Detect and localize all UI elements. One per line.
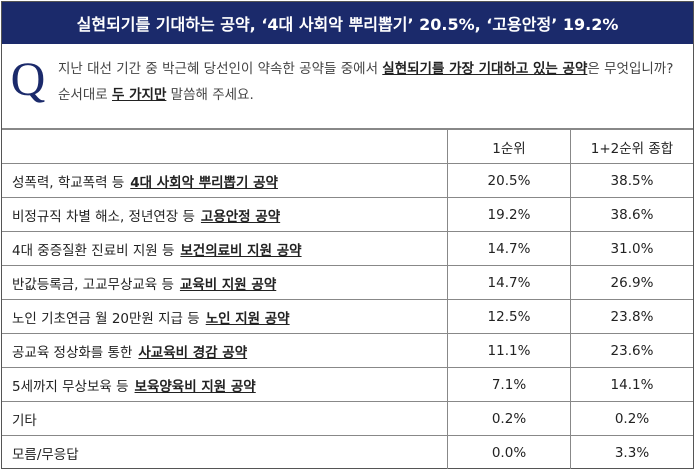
row-label-cell: 5세까지 무상보육 등 보육양육비 지원 공약 <box>2 367 448 402</box>
table-row: 모름/무응답 0.0% 3.3% <box>2 435 693 469</box>
question-segment: 말씀해 주세요. <box>166 87 254 103</box>
row-key: 노인 지원 공약 <box>205 310 290 327</box>
header-row: 1순위 1+2순위 종합 <box>2 129 693 164</box>
value-cell: 31.0% <box>570 231 693 266</box>
row-label-cell: 노인 기초연금 월 20만원 지급 등 노인 지원 공약 <box>2 299 448 334</box>
q-mark: Q <box>10 53 46 106</box>
row-label-cell: 4대 중증질환 진료비 지원 등 보건의료비 지원 공약 <box>2 231 448 266</box>
row-key: 고용안정 공약 <box>200 208 281 225</box>
row-label-cell: 성폭력, 학교폭력 등 4대 사회악 뿌리뽑기 공약 <box>2 163 448 198</box>
question-segment: 지난 대선 기간 중 박근혜 당선인이 약속한 공약들 중에서 <box>58 61 383 77</box>
question-segment: 은 무엇입니까? 순서대로 <box>58 61 674 103</box>
row-label: 반값등록금, 고교무상교육 등 <box>12 276 174 293</box>
value-cell: 38.6% <box>570 197 693 232</box>
value-cell: 7.1% <box>447 367 571 402</box>
value-cell: 11.1% <box>447 333 571 368</box>
row-key: 사교육비 경감 공약 <box>138 344 248 361</box>
row-label: 5세까지 무상보육 등 <box>12 378 129 395</box>
row-label-cell: 반값등록금, 고교무상교육 등 교육비 지원 공약 <box>2 265 448 300</box>
value-cell: 14.7% <box>447 231 571 266</box>
question-emphasis: 실현되기를 가장 기대하고 있는 공약 <box>382 61 588 77</box>
title-bar: 실현되기를 기대하는 공약, ‘4대 사회악 뿌리뽑기’ 20.5%, ‘고용안… <box>2 2 693 44</box>
value-cell: 23.6% <box>570 333 693 368</box>
value-cell: 23.8% <box>570 299 693 334</box>
row-label: 모름/무응답 <box>12 446 79 463</box>
value-cell: 26.9% <box>570 265 693 300</box>
question-emphasis: 두 가지만 <box>111 87 167 103</box>
table-row: 비정규직 차별 해소, 정년연장 등 고용안정 공약 19.2% 38.6% <box>2 197 693 232</box>
value-cell: 0.2% <box>570 401 693 436</box>
table-row: 반값등록금, 고교무상교육 등 교육비 지원 공약 14.7% 26.9% <box>2 265 693 300</box>
row-key: 4대 사회악 뿌리뽑기 공약 <box>130 174 278 191</box>
table-row: 공교육 정상화를 통한 사교육비 경감 공약 11.1% 23.6% <box>2 333 693 368</box>
row-label-cell: 모름/무응답 <box>2 435 448 469</box>
row-key: 교육비 지원 공약 <box>179 276 277 293</box>
value-cell: 3.3% <box>570 435 693 469</box>
row-label: 공교육 정상화를 통한 <box>12 344 133 361</box>
question: Q 지난 대선 기간 중 박근혜 당선인이 약속한 공약들 중에서 실현되기를 … <box>2 44 693 129</box>
row-label: 비정규직 차별 해소, 정년연장 등 <box>12 208 195 225</box>
table-row: 노인 기초연금 월 20만원 지급 등 노인 지원 공약 12.5% 23.8% <box>2 299 693 334</box>
header-cell <box>2 129 448 164</box>
column-header: 1+2순위 종합 <box>570 129 693 164</box>
question-text: 지난 대선 기간 중 박근혜 당선인이 약속한 공약들 중에서 실현되기를 가장… <box>54 48 693 108</box>
value-cell: 20.5% <box>447 163 571 198</box>
row-label: 성폭력, 학교폭력 등 <box>12 174 125 191</box>
row-label-cell: 비정규직 차별 해소, 정년연장 등 고용안정 공약 <box>2 197 448 232</box>
row-label-cell: 기타 <box>2 401 448 436</box>
row-key: 보건의료비 지원 공약 <box>180 242 302 259</box>
table-row: 4대 중증질환 진료비 지원 등 보건의료비 지원 공약 14.7% 31.0% <box>2 231 693 266</box>
table-row: 5세까지 무상보육 등 보육양육비 지원 공약 7.1% 14.1% <box>2 367 693 402</box>
value-cell: 0.2% <box>447 401 571 436</box>
column-header: 1순위 <box>447 129 571 164</box>
row-key: 보육양육비 지원 공약 <box>134 378 256 395</box>
value-cell: 12.5% <box>447 299 571 334</box>
table-row: 기타 0.2% 0.2% <box>2 401 693 436</box>
row-label-cell: 공교육 정상화를 통한 사교육비 경감 공약 <box>2 333 448 368</box>
value-cell: 19.2% <box>447 197 571 232</box>
value-cell: 0.0% <box>447 435 571 469</box>
value-cell: 14.1% <box>570 367 693 402</box>
row-label: 노인 기초연금 월 20만원 지급 등 <box>12 310 200 327</box>
title: 실현되기를 기대하는 공약, ‘4대 사회악 뿌리뽑기’ 20.5%, ‘고용안… <box>76 15 619 34</box>
table-row: 성폭력, 학교폭력 등 4대 사회악 뿌리뽑기 공약 20.5% 38.5% <box>2 163 693 198</box>
row-label: 기타 <box>12 412 37 429</box>
value-cell: 14.7% <box>447 265 571 300</box>
row-label: 4대 중증질환 진료비 지원 등 <box>12 242 175 259</box>
value-cell: 38.5% <box>570 163 693 198</box>
